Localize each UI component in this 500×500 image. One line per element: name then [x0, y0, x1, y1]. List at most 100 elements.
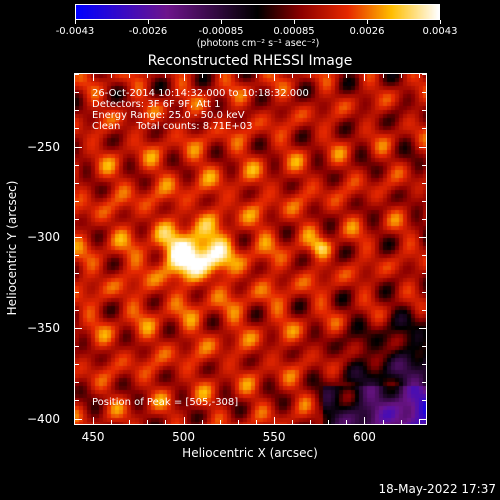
y-minor-tick	[75, 346, 79, 348]
y-minor-tick	[422, 309, 426, 311]
x-minor-tick	[165, 74, 167, 78]
timestamp: 18-May-2022 17:37	[378, 482, 496, 496]
x-minor-tick	[418, 420, 420, 424]
y-tick-label: −300	[27, 230, 60, 245]
plot-frame	[74, 73, 427, 425]
x-minor-tick	[328, 74, 330, 78]
y-minor-tick	[75, 400, 79, 402]
y-tick-label: −350	[27, 320, 60, 335]
y-minor-tick	[75, 255, 79, 257]
y-minor-tick	[422, 400, 426, 402]
y-minor-tick	[75, 273, 79, 275]
clean-counts-text: Clean Total counts: 8.71E+03	[92, 121, 253, 132]
x-minor-tick	[183, 74, 185, 78]
x-minor-tick	[346, 74, 348, 78]
x-minor-tick	[418, 74, 420, 78]
y-minor-tick	[75, 418, 79, 420]
y-minor-tick	[75, 309, 79, 311]
x-minor-tick	[382, 420, 384, 424]
x-minor-tick	[274, 74, 276, 78]
colorbar-tick	[440, 20, 441, 24]
colorbar-tick-label: -0.0026	[128, 26, 168, 37]
y-minor-tick	[422, 200, 426, 202]
colorbar-units: (photons cm⁻² s⁻¹ asec⁻²)	[196, 38, 320, 49]
x-minor-tick	[364, 74, 366, 78]
colorbar-tick-label: 0.0026	[349, 26, 385, 37]
colorbar-tick-label: -0.0043	[55, 26, 95, 37]
x-minor-tick	[274, 420, 276, 424]
peak-position-text: Position of Peak = [505,-308]	[92, 397, 239, 408]
x-minor-tick	[93, 420, 95, 424]
y-minor-tick	[422, 346, 426, 348]
x-minor-tick	[129, 420, 131, 424]
y-minor-tick	[422, 237, 426, 239]
y-tick-label: −250	[27, 139, 60, 154]
x-minor-tick	[382, 74, 384, 78]
detectors-text: Detectors: 3F 6F 9F, Att 1	[92, 99, 221, 110]
x-minor-tick	[183, 420, 185, 424]
y-minor-tick	[75, 74, 79, 75]
x-minor-tick	[328, 420, 330, 424]
y-minor-tick	[75, 382, 79, 384]
x-minor-tick	[255, 74, 257, 78]
y-minor-tick	[422, 382, 426, 384]
y-minor-tick	[75, 327, 79, 329]
x-minor-tick	[292, 74, 294, 78]
y-minor-tick	[75, 128, 79, 130]
y-minor-tick	[422, 291, 426, 293]
y-minor-tick	[75, 237, 79, 239]
y-minor-tick	[422, 128, 426, 130]
x-minor-tick	[147, 420, 149, 424]
plot-title: Reconstructed RHESSI Image	[147, 53, 353, 69]
colorbar-tick	[367, 20, 368, 24]
y-minor-tick	[75, 200, 79, 202]
x-minor-tick	[201, 420, 203, 424]
colorbar-tick	[75, 20, 76, 24]
y-minor-tick	[75, 364, 79, 366]
x-minor-tick	[219, 420, 221, 424]
y-minor-tick	[422, 110, 426, 112]
time-range-text: 26-Oct-2014 10:14:32.000 to 10:18:32.000	[92, 88, 309, 99]
colorbar-tick-label: -0.00085	[198, 26, 244, 37]
y-tick-label: −400	[27, 411, 60, 426]
x-minor-tick	[111, 74, 113, 78]
y-minor-tick	[422, 327, 426, 329]
y-minor-tick	[422, 255, 426, 257]
x-axis-label: Heliocentric X (arcsec)	[182, 446, 318, 460]
energy-range-text: Energy Range: 25.0 - 50.0 keV	[92, 110, 245, 121]
y-minor-tick	[75, 146, 79, 148]
colorbar-tick-label: 0.0043	[422, 26, 458, 37]
y-minor-tick	[75, 92, 79, 94]
colorbar	[75, 4, 440, 20]
y-minor-tick	[75, 164, 79, 166]
y-minor-tick	[75, 291, 79, 293]
y-minor-tick	[422, 273, 426, 275]
x-minor-tick	[147, 74, 149, 78]
y-minor-tick	[422, 364, 426, 366]
colorbar-tick	[221, 20, 222, 24]
y-minor-tick	[422, 418, 426, 420]
y-minor-tick	[422, 182, 426, 184]
x-minor-tick	[93, 74, 95, 78]
x-minor-tick	[310, 74, 312, 78]
x-tick-label: 450	[81, 430, 105, 444]
y-minor-tick	[75, 110, 79, 112]
x-minor-tick	[165, 420, 167, 424]
x-minor-tick	[400, 420, 402, 424]
y-axis-label: Heliocentric Y (arcsec)	[5, 180, 19, 316]
x-minor-tick	[201, 74, 203, 78]
y-minor-tick	[75, 219, 79, 221]
x-minor-tick	[255, 420, 257, 424]
x-minor-tick	[111, 420, 113, 424]
y-minor-tick	[75, 182, 79, 184]
colorbar-tick-label: 0.00085	[273, 26, 315, 37]
rhessi-image	[75, 74, 426, 424]
x-minor-tick	[292, 420, 294, 424]
x-minor-tick	[364, 420, 366, 424]
x-minor-tick	[237, 74, 239, 78]
y-minor-tick	[422, 92, 426, 94]
x-tick-label: 600	[353, 430, 376, 444]
x-minor-tick	[310, 420, 312, 424]
x-minor-tick	[400, 74, 402, 78]
colorbar-tick	[148, 20, 149, 24]
